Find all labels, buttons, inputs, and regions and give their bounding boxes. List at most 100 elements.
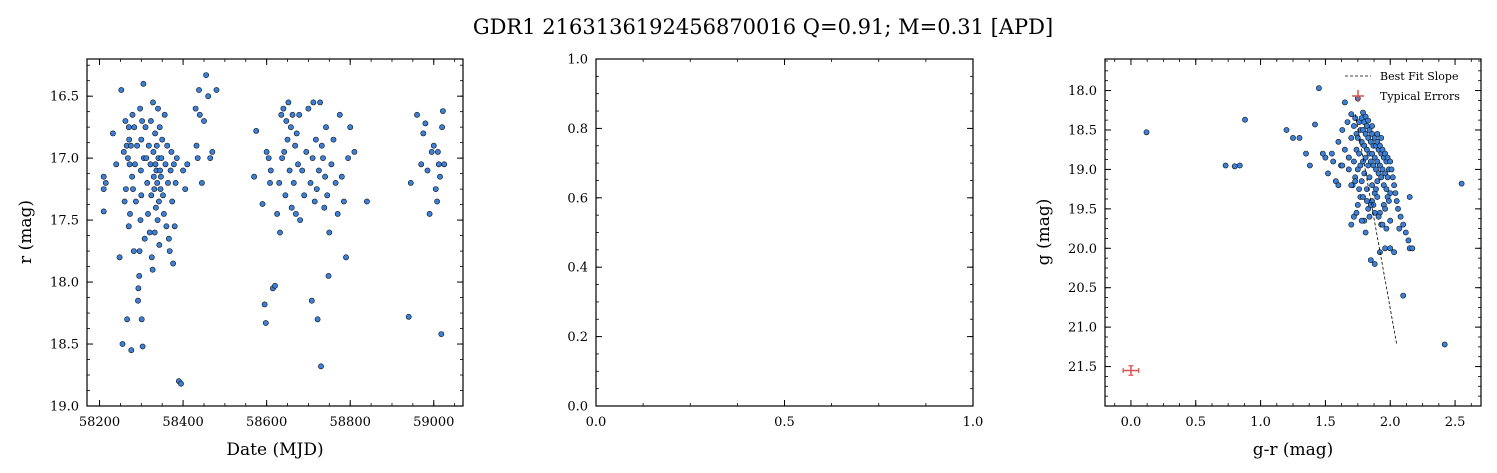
data-point	[406, 314, 411, 319]
data-point	[165, 143, 170, 148]
light-curve-xlabel: Date (MJD)	[226, 440, 323, 460]
data-point	[152, 230, 157, 235]
data-point	[101, 174, 106, 179]
data-point	[287, 168, 292, 173]
data-point	[293, 143, 298, 148]
data-point	[1390, 175, 1395, 180]
data-point	[149, 193, 154, 198]
data-point	[285, 137, 290, 142]
data-point	[1388, 218, 1393, 223]
data-point	[204, 73, 209, 78]
data-point	[319, 143, 324, 148]
y-tick-label: 20.5	[1068, 281, 1097, 296]
data-point	[283, 193, 288, 198]
x-tick-label: 0.5	[774, 415, 795, 430]
data-point	[130, 174, 135, 179]
data-point	[214, 87, 219, 92]
legend-fit-label: Best Fit Slope	[1380, 70, 1458, 83]
data-point	[326, 273, 331, 278]
data-point	[262, 302, 267, 307]
data-point	[171, 261, 176, 266]
data-point	[1388, 159, 1393, 164]
data-point	[173, 180, 178, 185]
data-point	[1237, 163, 1242, 168]
data-point	[293, 211, 298, 216]
data-point	[183, 187, 188, 192]
data-point	[150, 267, 155, 272]
data-point	[343, 255, 348, 260]
data-point	[254, 128, 259, 133]
data-point	[153, 162, 158, 167]
data-point	[312, 199, 317, 204]
data-point	[150, 100, 155, 105]
data-point	[133, 199, 138, 204]
data-point	[1442, 342, 1447, 347]
data-point	[341, 199, 346, 204]
data-point	[122, 199, 127, 204]
data-point	[346, 156, 351, 161]
data-point	[1307, 163, 1312, 168]
data-point	[132, 125, 137, 130]
data-point	[1242, 117, 1247, 122]
data-point	[1370, 123, 1375, 128]
data-point	[435, 149, 440, 154]
color-magnitude-panel: 0.0 0.5 1.0 1.5 2.0 2.5 18.0 18.5 19.0 19.5 20.0 20…	[1034, 59, 1481, 460]
data-point	[1370, 183, 1375, 188]
data-point	[131, 249, 136, 254]
data-point	[1375, 179, 1380, 184]
data-point	[1223, 163, 1228, 168]
data-point	[1389, 167, 1394, 172]
data-point	[138, 168, 143, 173]
data-point	[352, 149, 357, 154]
data-point	[433, 187, 438, 192]
data-point	[266, 156, 271, 161]
data-point	[1401, 222, 1406, 227]
data-point	[260, 201, 265, 206]
data-point	[127, 162, 132, 167]
y-tick-label: 18.5	[50, 338, 79, 353]
data-point	[155, 106, 160, 111]
y-tick-label: 19.0	[1068, 163, 1097, 178]
data-point	[101, 209, 106, 214]
data-point	[149, 255, 154, 260]
data-point	[199, 180, 204, 185]
data-point	[322, 205, 327, 210]
data-point	[1380, 222, 1385, 227]
data-point	[158, 187, 163, 192]
data-point	[181, 168, 186, 173]
data-point	[162, 112, 167, 117]
data-point	[311, 100, 316, 105]
data-point	[333, 180, 338, 185]
data-point	[152, 187, 157, 192]
data-point	[337, 112, 342, 117]
data-point	[148, 162, 153, 167]
data-point	[153, 205, 158, 210]
data-point	[264, 149, 269, 154]
data-point	[1392, 250, 1397, 255]
data-point	[442, 162, 447, 167]
data-point	[126, 125, 131, 130]
light-curve-panel: 58200 58400 58600 58800 5900016.517.017.518.…	[16, 59, 463, 460]
data-point	[302, 193, 307, 198]
data-point	[314, 187, 319, 192]
data-point	[130, 112, 135, 117]
y-tick-label: 18.5	[1068, 123, 1097, 138]
data-point	[1336, 183, 1341, 188]
data-point	[1385, 175, 1390, 180]
data-point	[153, 131, 158, 136]
data-point	[135, 143, 140, 148]
data-point	[331, 137, 336, 142]
data-point	[139, 193, 144, 198]
data-point	[289, 205, 294, 210]
data-point	[325, 193, 330, 198]
data-point	[137, 249, 142, 254]
data-point	[1297, 135, 1302, 140]
legend-error-label: Typical Errors	[1380, 90, 1460, 103]
data-point	[329, 162, 334, 167]
data-point	[284, 118, 289, 123]
data-point	[147, 230, 152, 235]
data-point	[135, 298, 140, 303]
data-point	[1373, 187, 1378, 192]
data-point	[309, 298, 314, 303]
